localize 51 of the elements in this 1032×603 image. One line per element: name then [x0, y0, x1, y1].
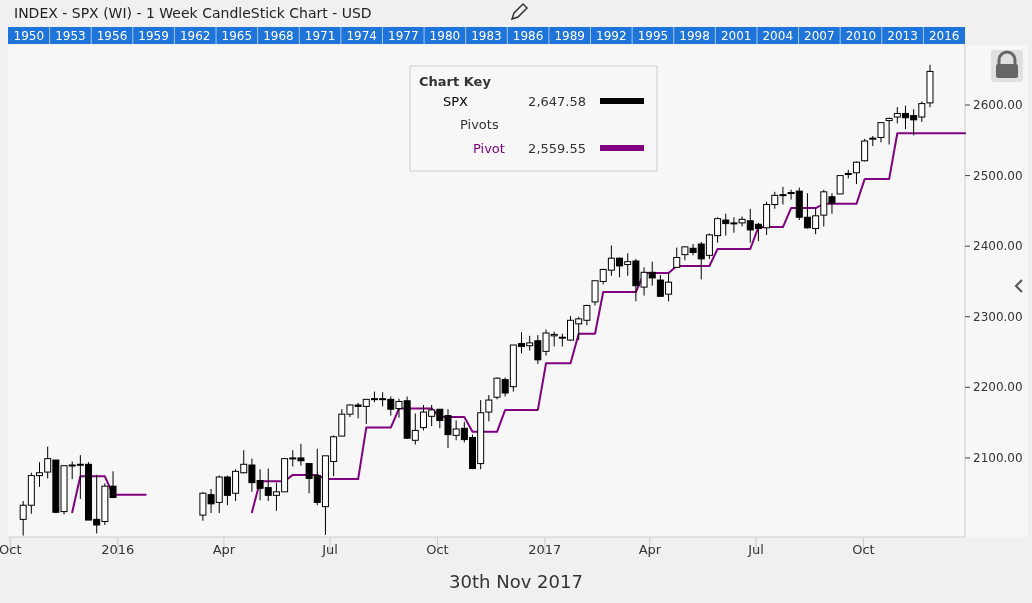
candlestick	[885, 117, 893, 146]
x2-tick-label: 2013	[887, 29, 918, 43]
x2-tick-label: 1950	[13, 29, 45, 43]
legend-title: Chart Key	[419, 74, 492, 89]
x2-tick-label: 1956	[96, 29, 128, 43]
text: 30th Nov 2017	[449, 571, 583, 592]
x-tick-label: Apr	[638, 542, 662, 557]
x2-tick-label: 1965	[221, 29, 253, 43]
candlestick	[877, 122, 885, 143]
x-tick-label: Oct	[852, 542, 875, 557]
y-tick-label: 2100.00	[973, 450, 1023, 465]
x2-tick-label: 1971	[304, 29, 336, 43]
y-tick-label: 2600.00	[973, 98, 1023, 112]
x2-tick-label: 2010	[845, 29, 877, 43]
x2-tick-label: 1962	[179, 29, 211, 43]
x2-tick-label: 1977	[388, 29, 419, 43]
x-tick-label: Apr	[212, 542, 236, 557]
candlestick	[836, 175, 844, 195]
x-tick-label: Jul	[747, 542, 764, 557]
y-tick-label: 2400.00	[973, 239, 1023, 254]
x2-tick-label: 1998	[679, 29, 710, 43]
x-tick-label: 2016	[101, 542, 135, 557]
text: Pivot	[473, 141, 505, 156]
x2-tick-label: 1974	[346, 29, 377, 43]
chart-title: INDEX - SPX (WI) - 1 Week CandleStick Chart - USD	[14, 5, 372, 21]
x-tick-label: Oct	[0, 542, 22, 557]
x2-tick-label: 2016	[928, 29, 960, 43]
x-tick-label: Jul	[321, 542, 338, 557]
x2-tick-label: 1986	[512, 29, 544, 43]
annotation: 2,647.58	[528, 94, 586, 109]
y-tick-label: 2500.00	[973, 168, 1023, 183]
x2-tick-label: 1983	[471, 29, 502, 43]
x2-tick-label: 1980	[429, 29, 461, 43]
x2-tick-label: 2007	[804, 29, 835, 43]
x2-tick-label: 1953	[55, 29, 86, 43]
x2-tick-label: 1968	[263, 29, 294, 43]
x-tick-label: Oct	[426, 542, 449, 557]
x2-tick-label: 1995	[637, 29, 669, 43]
x2-tick-label: 2004	[762, 29, 794, 43]
x2-tick-label: 1959	[138, 29, 169, 43]
x-tick-label: 2017	[528, 542, 562, 557]
y-tick-label: 2200.00	[973, 380, 1023, 395]
text: SPX	[443, 94, 469, 109]
candlestick	[852, 160, 860, 185]
x2-tick-label: 1989	[554, 29, 585, 43]
candlestick	[673, 247, 681, 268]
annotation: 2,559.55	[528, 141, 586, 156]
x2-tick-label: 1992	[596, 29, 627, 43]
x2-tick-label: 2001	[720, 29, 752, 43]
annotation: Pivots	[460, 117, 499, 132]
y-tick-label: 2300.00	[973, 309, 1023, 324]
